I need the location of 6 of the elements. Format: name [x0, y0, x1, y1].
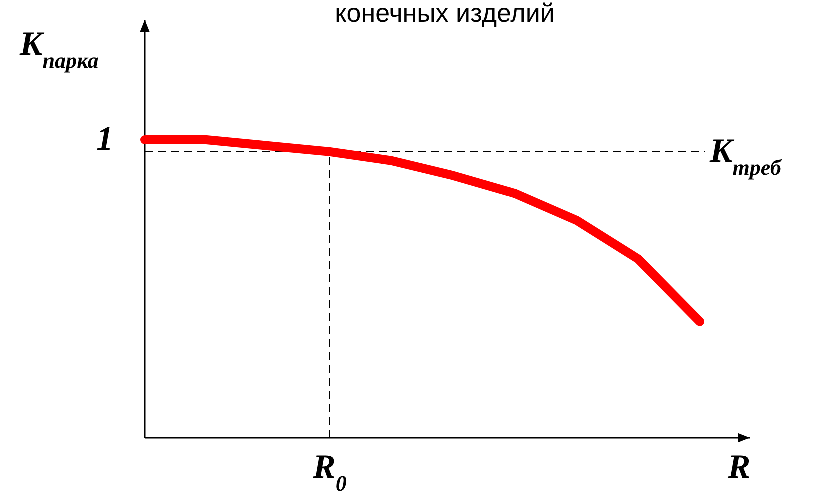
x-axis-title: R — [727, 449, 751, 486]
text: R$_{0}$ — [312, 449, 347, 496]
y-axis-title: K$_{парка}$ — [19, 26, 99, 72]
annotation: K$_{треб}$ — [709, 132, 782, 180]
chart-title: конечных изделий — [335, 0, 555, 28]
text: 1 — [96, 121, 114, 158]
